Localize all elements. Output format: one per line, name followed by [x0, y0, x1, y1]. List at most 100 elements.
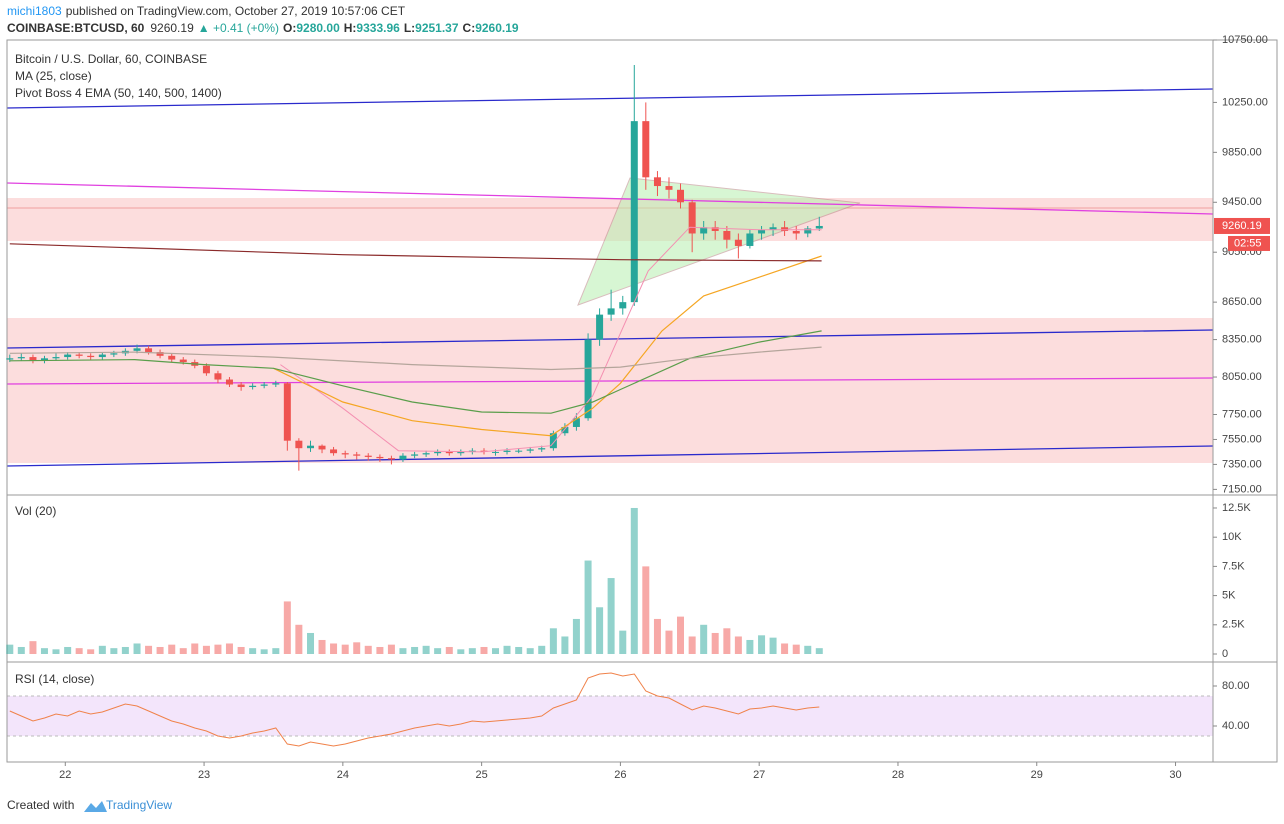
frame: [6, 39, 1278, 763]
candle-body: [249, 385, 257, 388]
trend-line: [6, 88, 1214, 109]
volume-bar: [260, 649, 268, 654]
volume-bar: [202, 645, 210, 654]
candle-body: [411, 454, 419, 456]
price-tag-label: 9260.19: [1222, 220, 1262, 232]
legend-volume: Vol (20): [15, 504, 56, 518]
symbol-line: COINBASE:BTCUSD, 60 9260.19 ▲ +0.41 (+0%) O…: [7, 21, 519, 35]
volume-bar: [607, 578, 615, 654]
countdown: 02:55: [1234, 237, 1262, 249]
volume-bar: [156, 646, 164, 654]
volume-bar: [492, 648, 500, 654]
y-tick-label: 10K: [1222, 531, 1242, 543]
candle-body: [665, 186, 673, 190]
candle-body: [364, 455, 372, 457]
ohlc-label: C:: [463, 21, 476, 35]
legend-main: Bitcoin / U.S. Dollar, 60, COINBASE: [15, 52, 207, 66]
y-tick-label: 7350.00: [1222, 458, 1262, 470]
candle-body: [630, 121, 638, 303]
volume-bar: [399, 648, 407, 654]
volume-bar: [387, 644, 395, 654]
volume-bar: [145, 645, 153, 654]
volume-bar: [480, 646, 488, 654]
candle-body: [734, 239, 742, 246]
candle-body: [179, 359, 187, 363]
x-tick-label: 27: [753, 769, 765, 781]
marks: 10750.00 10250.00 9850.00 9450.00 9050.00 865…: [6, 34, 1270, 781]
candle-body: [133, 348, 141, 351]
candle-body: [572, 418, 580, 427]
candle-body: [445, 451, 453, 454]
y-tick-label: 10250.00: [1222, 96, 1268, 108]
candle-body: [515, 450, 523, 452]
x-tick-label: 26: [614, 769, 626, 781]
candle-body: [677, 189, 685, 203]
y-tick-label: 5K: [1222, 589, 1236, 601]
volume-bar: [411, 646, 419, 654]
author[interactable]: michi1803: [7, 4, 62, 18]
volume-bar: [619, 630, 627, 654]
candle-body: [642, 121, 650, 178]
y-tick-label: 7550.00: [1222, 433, 1262, 445]
volume-bar: [52, 649, 60, 654]
candle-body: [283, 383, 291, 441]
volume-bar: [341, 644, 349, 654]
volume-bar: [307, 632, 315, 654]
ma-line: [280, 226, 822, 453]
volume-bar: [468, 648, 476, 654]
y-tick-label: 10750.00: [1222, 34, 1268, 46]
candle-body: [700, 227, 708, 234]
candle-body: [815, 225, 823, 229]
trend-line: [6, 182, 1214, 215]
volume-bar: [133, 643, 141, 654]
x-tick-label: 22: [59, 769, 71, 781]
volume-bar: [549, 628, 557, 654]
volume-bar: [75, 648, 83, 654]
volume-bar: [168, 644, 176, 654]
change: ▲ +0.41 (+0%): [198, 21, 279, 35]
candle-body: [376, 456, 384, 459]
volume-bar: [734, 636, 742, 654]
x-tick-label: 23: [198, 769, 210, 781]
volume-bar: [677, 616, 685, 654]
candle-body: [40, 358, 48, 361]
rsi-line: [9, 672, 820, 747]
volume-bar: [711, 632, 719, 654]
volume-bar: [688, 636, 696, 654]
candle-body: [353, 454, 361, 456]
legend-ma: MA (25, close): [15, 69, 92, 83]
trend-line: [6, 329, 1214, 349]
y-tick-label: 12.5K: [1222, 502, 1251, 514]
volume-bar: [538, 645, 546, 654]
volume-bar: [758, 635, 766, 654]
y-tick-label: 9850.00: [1222, 146, 1262, 158]
volume-bar: [422, 645, 430, 654]
candle-body: [341, 453, 349, 455]
x-tick-label: 29: [1031, 769, 1043, 781]
ohlc-label: L:: [404, 21, 415, 35]
candle-body: [225, 379, 233, 385]
footer-created: Created with: [7, 798, 74, 812]
ema-line: [9, 346, 822, 371]
symbol: COINBASE:BTCUSD, 60: [7, 21, 145, 35]
candle-body: [145, 348, 153, 353]
y-tick-label: 40.00: [1222, 720, 1250, 732]
candle-body: [75, 354, 83, 356]
volume-bar: [723, 628, 731, 654]
volume-bar: [249, 648, 257, 654]
volume-bar: [630, 507, 638, 654]
candle-body: [457, 451, 465, 454]
countdown-box: [1228, 235, 1270, 251]
volume-bar: [434, 648, 442, 654]
volume-bar: [792, 644, 800, 654]
price-tag: [1214, 217, 1270, 234]
candle-body: [98, 354, 106, 358]
candle-body: [64, 354, 72, 358]
y-tick-label: 7150.00: [1222, 483, 1262, 495]
y-tick-label: 8350.00: [1222, 333, 1262, 345]
footer-brand[interactable]: TradingView: [106, 798, 172, 812]
volume-bar: [98, 645, 106, 654]
publish-line: michi1803 published on TradingView.com, O…: [7, 4, 406, 18]
candle-body: [781, 227, 789, 231]
candle-body: [561, 426, 569, 434]
